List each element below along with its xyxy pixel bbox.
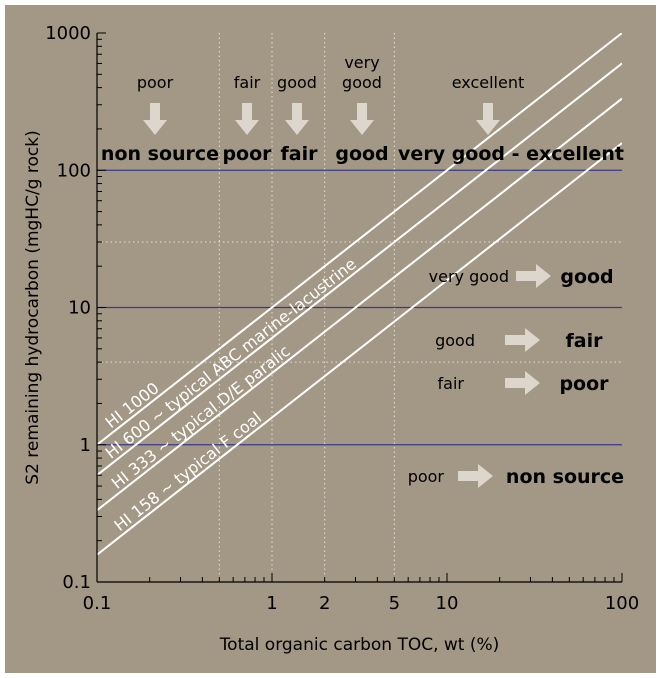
s2-class-label: fair	[566, 330, 604, 352]
s2-quality-label: good	[435, 331, 475, 350]
x-tick-label: 0.1	[83, 593, 112, 614]
y-tick-label: 0.1	[62, 572, 91, 593]
y-tick-label: 100	[57, 160, 91, 181]
toc-quality-label: good	[277, 73, 317, 92]
toc-class-label: good	[335, 143, 388, 165]
hi-line-1000	[97, 33, 622, 446]
x-tick-label: 1	[266, 593, 277, 614]
right-arrow	[505, 371, 540, 395]
toc-class-label: fair	[281, 143, 319, 165]
right-arrow	[516, 264, 551, 288]
y-axis-label: S2 remaining hydrocarbon (mgHC/g rock)	[23, 130, 43, 484]
hi-line-600	[97, 62, 622, 476]
toc-class-label: non source	[101, 143, 219, 165]
x-tick-label: 5	[389, 593, 400, 614]
down-arrow	[350, 103, 374, 135]
y-tick-label: 1	[80, 435, 91, 456]
y-tick-label: 10	[68, 298, 91, 319]
chart-background	[5, 5, 656, 673]
right-arrow	[458, 464, 493, 488]
toc-quality-label: very	[344, 53, 379, 72]
hi-lines	[97, 33, 622, 556]
toc-class-label: poor	[222, 143, 272, 165]
s2-quality-label: fair	[438, 374, 465, 393]
toc-quality-label: excellent	[452, 73, 525, 92]
down-arrow	[235, 103, 259, 135]
x-axis-label: Total organic carbon TOC, wt (%)	[219, 635, 500, 655]
s2-quality-label: poor	[408, 467, 445, 486]
s2-class-label: poor	[559, 373, 609, 395]
y-tick-label: 1000	[45, 23, 91, 44]
hi-line-158	[97, 142, 622, 556]
toc-class-label: very good - excellent	[398, 143, 624, 165]
x-tick-label: 10	[436, 593, 459, 614]
down-arrow	[143, 103, 167, 135]
right-arrow	[505, 328, 540, 352]
toc-quality-label: fair	[234, 73, 261, 92]
down-arrow	[476, 103, 500, 135]
s2-class-label: non source	[506, 466, 624, 488]
s2-class-label: good	[560, 266, 613, 288]
down-arrow	[285, 103, 309, 135]
toc-quality-label: poor	[137, 73, 174, 92]
s2-quality-label: very good	[429, 267, 509, 286]
toc-quality-label: good	[342, 73, 382, 92]
x-tick-label: 2	[319, 593, 330, 614]
hi-line-333	[97, 97, 622, 512]
x-tick-label: 100	[605, 593, 639, 614]
